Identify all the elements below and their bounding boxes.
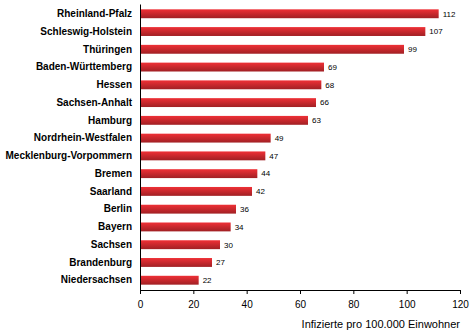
x-tick-mark bbox=[247, 290, 248, 294]
data-label: 47 bbox=[269, 152, 278, 161]
bar bbox=[140, 151, 265, 160]
bars bbox=[140, 9, 439, 284]
data-label: 68 bbox=[325, 81, 334, 90]
y-tick-label: Thüringen bbox=[83, 43, 132, 54]
x-tick-label: 120 bbox=[452, 299, 469, 310]
data-label: 63 bbox=[312, 116, 321, 125]
data-label: 66 bbox=[320, 98, 329, 107]
bar bbox=[140, 116, 308, 125]
data-label: 36 bbox=[240, 205, 249, 214]
y-tick-label: Brandenburg bbox=[69, 257, 132, 268]
y-tick-label: Bayern bbox=[98, 221, 132, 232]
y-tick: Baden-Württemberg bbox=[36, 61, 140, 72]
bar bbox=[140, 63, 324, 72]
y-tick-label: Sachsen-Anhalt bbox=[56, 97, 132, 108]
y-tick-label: Niedersachsen bbox=[61, 274, 132, 285]
x-tick-mark bbox=[193, 290, 194, 294]
data-label: 27 bbox=[216, 258, 225, 267]
y-tick-label: Hessen bbox=[96, 79, 132, 90]
y-tick: Sachsen bbox=[91, 239, 140, 250]
data-label: 22 bbox=[203, 276, 212, 285]
bar bbox=[140, 205, 236, 214]
y-tick: Nordrhein-Westfalen bbox=[34, 132, 140, 143]
x-tick-label: 0 bbox=[138, 299, 144, 310]
x-tick: 0 bbox=[138, 290, 144, 310]
x-tick-label: 20 bbox=[188, 299, 200, 310]
x-tick-mark bbox=[300, 290, 301, 294]
y-tick: Niedersachsen bbox=[61, 274, 140, 285]
y-tick-label: Sachsen bbox=[91, 239, 132, 250]
x-axis-title: Infizierte pro 100.000 Einwohner bbox=[302, 318, 461, 330]
bar bbox=[140, 134, 271, 143]
x-tick: 20 bbox=[188, 290, 200, 310]
bar bbox=[140, 169, 257, 178]
y-tick-label: Baden-Württemberg bbox=[36, 61, 132, 72]
y-tick-label: Mecklenburg-Vorpommern bbox=[6, 150, 133, 161]
x-tick: 40 bbox=[242, 290, 254, 310]
y-axis-line bbox=[140, 5, 141, 291]
y-tick-label: Berlin bbox=[104, 203, 132, 214]
y-tick: Berlin bbox=[104, 203, 140, 214]
x-tick: 100 bbox=[399, 290, 416, 310]
x-tick: 80 bbox=[348, 290, 360, 310]
bar bbox=[140, 98, 316, 107]
bar bbox=[140, 9, 439, 18]
y-tick-label: Nordrhein-Westfalen bbox=[34, 132, 132, 143]
x-tick-mark bbox=[460, 290, 461, 294]
y-tick: Bremen bbox=[95, 168, 140, 179]
x-tick-mark bbox=[407, 290, 408, 294]
data-label: 34 bbox=[235, 223, 244, 232]
y-axis: Rheinland-Pfalz Schleswig-Holstein Thüring… bbox=[6, 5, 141, 291]
y-tick: Thüringen bbox=[83, 43, 140, 54]
x-axis-line bbox=[141, 291, 461, 295]
data-label: 112 bbox=[443, 10, 456, 19]
y-tick-label: Hamburg bbox=[88, 115, 132, 126]
y-tick: Saarland bbox=[90, 186, 140, 197]
x-tick: 120 bbox=[452, 290, 469, 310]
data-label: 30 bbox=[224, 241, 233, 250]
y-tick-label: Rheinland-Pfalz bbox=[57, 8, 132, 19]
bar bbox=[140, 187, 252, 196]
bar bbox=[140, 222, 231, 231]
y-tick: Sachsen-Anhalt bbox=[56, 97, 140, 108]
y-tick: Mecklenburg-Vorpommern bbox=[6, 150, 141, 161]
data-labels: 112107 99 69 68 66 63 49 47 44 42 36 3430 27 22 bbox=[203, 10, 456, 285]
y-tick-label: Schleswig-Holstein bbox=[40, 26, 132, 37]
bar bbox=[140, 80, 321, 89]
y-tick: Bayern bbox=[98, 221, 140, 232]
y-tick: Schleswig-Holstein bbox=[40, 26, 140, 37]
bar bbox=[140, 27, 425, 36]
data-label: 42 bbox=[256, 187, 265, 196]
x-axis: 0 20 40 60 80 100 120 bbox=[138, 290, 470, 310]
data-label: 99 bbox=[408, 45, 417, 54]
y-tick: Hamburg bbox=[88, 115, 140, 126]
x-tick-mark bbox=[140, 290, 141, 294]
y-tick: Brandenburg bbox=[69, 257, 140, 268]
y-tick: Hessen bbox=[96, 79, 140, 90]
bar bbox=[140, 45, 404, 54]
x-tick-label: 40 bbox=[242, 299, 254, 310]
x-tick-mark bbox=[353, 290, 354, 294]
y-tick-label: Saarland bbox=[90, 186, 132, 197]
x-tick-label: 80 bbox=[348, 299, 360, 310]
plot: 112107 99 69 68 66 63 49 47 44 42 36 3430 27 22 0 20 40 6… bbox=[6, 5, 470, 311]
bar bbox=[140, 258, 212, 267]
x-tick: 60 bbox=[295, 290, 307, 310]
data-label: 69 bbox=[328, 63, 337, 72]
data-label: 49 bbox=[275, 134, 284, 143]
x-tick-label: 100 bbox=[399, 299, 416, 310]
x-tick-label: 60 bbox=[295, 299, 307, 310]
data-label: 107 bbox=[429, 27, 443, 36]
bar bbox=[140, 240, 220, 249]
y-tick: Rheinland-Pfalz bbox=[57, 8, 140, 19]
data-label: 44 bbox=[261, 169, 270, 178]
bar bbox=[140, 276, 199, 285]
y-tick-label: Bremen bbox=[95, 168, 132, 179]
